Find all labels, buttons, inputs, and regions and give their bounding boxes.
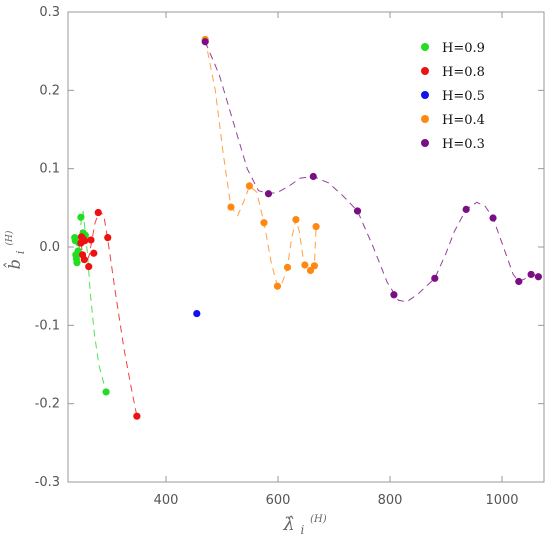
data-point — [292, 215, 300, 224]
data-point — [90, 249, 98, 257]
y-ticks: -0.3 -0.2 -0.1 0.0 0.1 0.2 0.3 — [35, 5, 544, 490]
data-point — [133, 412, 141, 420]
x-axis-label-sup: (H) — [310, 514, 327, 525]
data-point — [527, 270, 535, 279]
legend-marker — [421, 139, 429, 147]
y-tick-label: 0.0 — [39, 240, 60, 255]
x-ticks: 400 600 800 1000 — [154, 12, 519, 508]
data-point — [312, 223, 320, 231]
x-tick-label: 800 — [378, 493, 403, 508]
legend-marker — [421, 115, 429, 123]
legend-marker — [421, 67, 429, 75]
legend-label: H=0.3 — [442, 137, 485, 152]
data-point — [87, 236, 95, 244]
data-point — [73, 259, 81, 267]
legend-label: H=0.5 — [442, 89, 485, 104]
data-point — [102, 388, 110, 396]
data-point — [85, 262, 93, 271]
data-point — [353, 207, 362, 215]
y-axis-label: b̂ i (H) — [4, 230, 28, 269]
data-point — [245, 182, 254, 190]
legend-label: H=0.8 — [442, 65, 485, 80]
y-tick-label: -0.2 — [35, 397, 60, 412]
y-tick-label: 0.1 — [39, 162, 60, 177]
data-point — [77, 213, 85, 221]
legend-label: H=0.4 — [442, 113, 485, 128]
x-tick-label: 400 — [154, 493, 179, 508]
data-point — [227, 203, 235, 211]
data-point — [390, 291, 398, 299]
y-tick-label: -0.3 — [35, 475, 60, 490]
data-point — [260, 219, 268, 227]
data-point — [273, 282, 282, 290]
data-point — [462, 205, 470, 213]
y-tick-label: 0.2 — [39, 83, 60, 98]
y-tick-label: 0.3 — [39, 5, 60, 20]
y-tick-label: -0.1 — [35, 318, 60, 333]
series-points — [71, 35, 543, 420]
legend-marker — [421, 91, 429, 99]
x-tick-label: 600 — [266, 493, 291, 508]
y-axis-label-base: b̂ — [4, 259, 24, 269]
data-point — [309, 172, 317, 181]
data-point — [81, 237, 89, 245]
data-point — [283, 263, 292, 271]
y-axis-label-sup: (H) — [4, 230, 15, 245]
data-point — [431, 274, 439, 282]
data-point — [80, 255, 88, 264]
x-tick-label: 1000 — [485, 493, 518, 508]
data-point — [489, 214, 497, 222]
x-axis-label-sub: i — [301, 523, 305, 537]
data-point — [94, 208, 102, 217]
legend-marker — [421, 43, 429, 51]
data-point — [104, 234, 112, 242]
data-point — [310, 262, 318, 270]
data-point — [193, 309, 201, 318]
data-point — [301, 261, 309, 269]
x-axis-label: λ̂ i (H) — [282, 514, 326, 539]
data-point — [201, 38, 209, 46]
x-axis-label-base: λ̂ — [282, 514, 294, 535]
legend: H=0.9 H=0.8 H=0.5 H=0.4 H=0.3 — [421, 41, 485, 152]
data-point — [534, 273, 543, 281]
legend-label: H=0.9 — [442, 41, 485, 56]
series-curve — [204, 39, 317, 288]
data-point — [264, 190, 273, 198]
y-axis-label-sub: i — [14, 251, 27, 255]
data-point — [515, 277, 523, 286]
